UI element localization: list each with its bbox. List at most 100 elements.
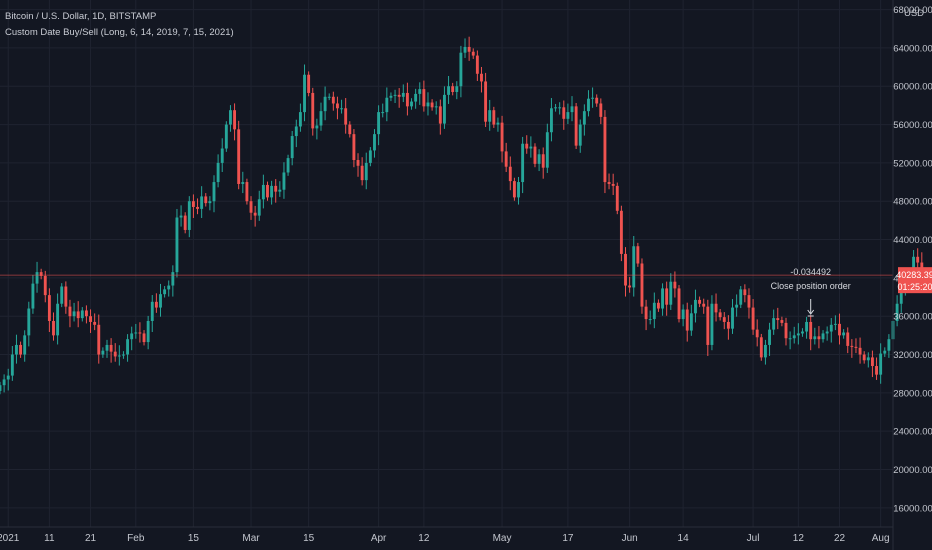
y-tick-label: 48000.00	[893, 197, 932, 208]
candle-down	[89, 316, 92, 322]
candle-down	[47, 295, 51, 321]
candle-up	[694, 299, 697, 314]
y-tick-label: 28000.00	[893, 388, 932, 399]
candle-up	[887, 339, 891, 351]
strategy-legend[interactable]: Custom Date Buy/Sell (Long, 6, 14, 2019,…	[5, 27, 234, 38]
candle-up	[825, 331, 829, 334]
candle-up	[689, 313, 693, 331]
candle-up	[373, 134, 376, 151]
candle-up	[570, 106, 574, 113]
candle-up	[224, 124, 228, 149]
candle-up	[126, 339, 130, 355]
candle-down	[138, 332, 142, 334]
candle-up	[146, 320, 150, 343]
candle-up	[303, 74, 306, 113]
candle-down	[344, 108, 348, 125]
candle-up	[648, 319, 652, 321]
x-tick-label: Jul	[747, 533, 760, 544]
candle-down	[640, 263, 644, 307]
trade-profit-label: -0.034492	[790, 267, 831, 277]
candle-up	[521, 143, 525, 183]
candle-down	[533, 146, 537, 164]
candle-down	[348, 124, 352, 135]
candle-up	[212, 182, 216, 202]
candle-down	[846, 332, 850, 346]
candle-up	[833, 323, 837, 325]
candle-up	[735, 304, 739, 308]
candle-down	[237, 129, 241, 184]
candle-down	[677, 288, 681, 320]
candle-up	[294, 126, 298, 137]
chart-overlays: -0.034492 Close position order	[0, 267, 893, 317]
candle-down	[916, 256, 920, 263]
candle-up	[792, 335, 796, 339]
candle-up	[813, 336, 817, 340]
symbol-legend[interactable]: Bitcoin / U.S. Dollar, 1D, BITSTAMP	[5, 11, 157, 22]
candle-down	[204, 196, 208, 204]
candle-up	[220, 148, 224, 163]
candle-up	[842, 332, 846, 336]
candle-down	[706, 306, 710, 345]
candle-up	[443, 94, 446, 124]
candle-up	[200, 196, 204, 209]
candle-down	[196, 206, 199, 209]
candle-down	[698, 299, 702, 304]
y-tick-label: 52000.00	[893, 158, 932, 169]
close-order-arrow-icon	[807, 309, 815, 315]
candle-down	[422, 89, 426, 107]
candle-down	[274, 185, 278, 192]
candle-up	[549, 108, 553, 133]
candle-up	[829, 324, 833, 332]
candle-up	[731, 307, 734, 329]
x-tick-label: 2021	[0, 533, 20, 544]
candle-up	[632, 246, 636, 288]
candle-up	[801, 331, 804, 334]
candle-down	[562, 107, 566, 119]
candle-up	[447, 86, 450, 95]
candle-down	[722, 317, 726, 322]
candle-down	[838, 323, 841, 336]
candle-up	[389, 95, 393, 98]
candle-up	[578, 124, 582, 146]
candle-down	[599, 103, 603, 117]
candle-up	[286, 158, 290, 173]
candle-up	[463, 46, 467, 53]
candle-up	[105, 344, 109, 351]
candle-down	[776, 318, 780, 321]
candle-up	[290, 136, 294, 159]
candle-up	[739, 289, 743, 305]
candle-down	[500, 122, 504, 152]
x-tick-label: 12	[793, 533, 805, 544]
candle-down	[817, 336, 821, 340]
candle-up	[6, 375, 10, 380]
candle-down	[249, 201, 253, 213]
candle-up	[229, 110, 232, 125]
candle-down	[673, 281, 677, 289]
candle-down	[508, 166, 512, 182]
candle-down	[475, 55, 479, 74]
candle-down	[644, 306, 648, 320]
candle-up	[883, 350, 887, 354]
candle-down	[858, 347, 862, 355]
time-axis[interactable]: 2021 11 21 Feb 15 Mar 15 Apr 12 May 17 Jun 14 Jul 12 22…	[0, 526, 893, 544]
candle-down	[751, 307, 755, 330]
candle-up	[208, 201, 212, 204]
candle-up	[669, 281, 673, 305]
candle-up	[163, 289, 167, 295]
candle-up	[517, 182, 520, 198]
candle-up	[179, 215, 183, 218]
price-axis[interactable]: USD 16000.00 20000.00 24000.00 28000.00 3200…	[892, 0, 932, 550]
candle-down	[68, 306, 72, 317]
candle-up	[681, 309, 685, 320]
candle-up	[434, 106, 438, 108]
candle-up	[529, 146, 533, 149]
candle-down	[525, 143, 529, 149]
x-tick-label: 22	[834, 533, 846, 544]
candle-up	[710, 303, 714, 345]
candle-up	[134, 332, 138, 334]
candle-up	[0, 385, 2, 391]
candle-up	[23, 335, 27, 355]
candle-up	[171, 272, 175, 286]
candle-up	[150, 301, 154, 321]
